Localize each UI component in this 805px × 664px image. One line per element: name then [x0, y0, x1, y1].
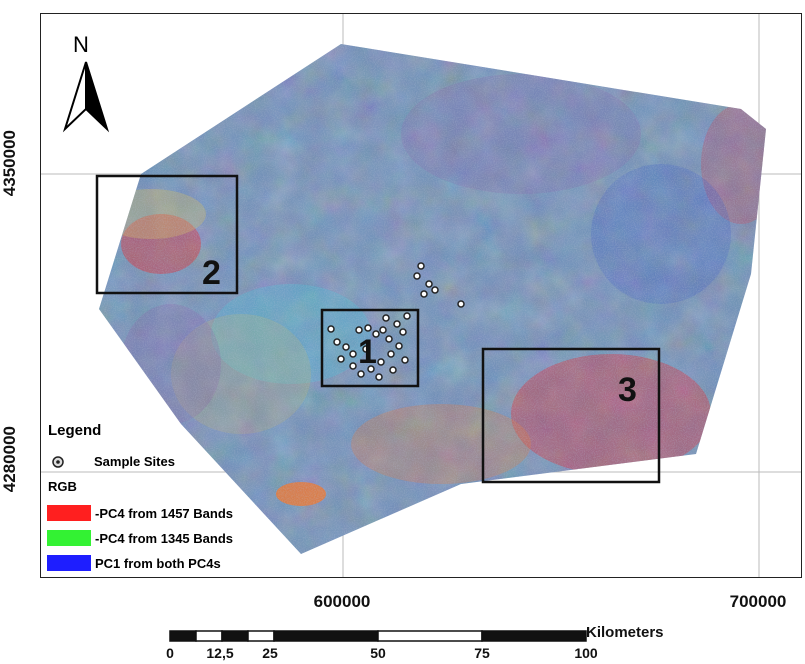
scale-tick-label: 75: [474, 645, 490, 661]
legend-entry-label: -PC4 from 1457 Bands: [95, 506, 233, 521]
sample-site-icon: [52, 456, 64, 468]
box-1: [320, 308, 420, 388]
box-2: [95, 174, 239, 295]
scale-tick-label: 0: [166, 645, 174, 661]
box-3: [481, 347, 661, 484]
legend-entry-label: PC1 from both PC4s: [95, 556, 221, 571]
north-arrow-icon: [62, 61, 110, 133]
box-3-label: 3: [618, 371, 637, 409]
sample-sites: [327, 262, 465, 381]
scale-tick-label: 100: [574, 645, 598, 661]
rgb-title: RGB: [48, 479, 77, 494]
red-swatch: [47, 505, 91, 521]
raster-map: [41, 14, 801, 577]
x-tick-label: 600000: [313, 592, 371, 611]
blue-swatch: [47, 555, 91, 571]
box-1-label: 1: [358, 333, 377, 371]
legend-entry-label: -PC4 from 1345 Bands: [95, 531, 233, 546]
legend-title: Legend: [48, 422, 102, 439]
sample-sites-label: Sample Sites: [94, 454, 175, 469]
scale-unit: Kilometers: [586, 624, 664, 641]
scale-tick-label: 12,5: [206, 645, 234, 661]
map-frame: [40, 13, 802, 578]
scale-tick-label: 50: [370, 645, 386, 661]
x-tick-label: 700000: [729, 592, 787, 611]
scale-tick-label: 25: [262, 645, 278, 661]
green-swatch: [47, 530, 91, 546]
box-2-label: 2: [202, 254, 221, 292]
north-label: N: [73, 32, 89, 57]
